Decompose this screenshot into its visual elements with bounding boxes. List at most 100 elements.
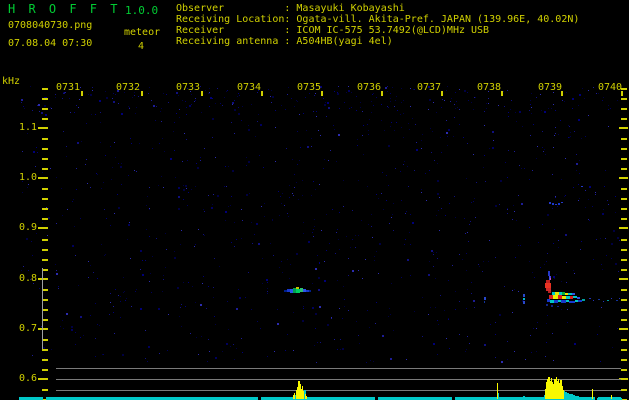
noise-dot [334,91,335,92]
noise-dot [315,93,316,94]
noise-dot [126,298,127,299]
noise-dot [475,97,476,98]
noise-dot [555,133,556,134]
x-axis-label: 0731 [55,82,81,93]
noise-dot [428,109,429,110]
noise-dot [226,343,228,345]
noise-dot [147,361,148,362]
noise-dot [406,359,407,360]
noise-dot [339,249,340,250]
noise-dot [187,205,188,206]
noise-dot [490,324,491,325]
y-axis-major-tick [38,278,48,280]
noise-dot [313,236,314,237]
y-axis-minor-tick-right [621,269,627,271]
y-axis-label: 0.9 [18,222,37,233]
x-axis-label: 0738 [476,82,502,93]
noise-dot [495,205,497,207]
noise-dot [182,100,183,101]
noise-dot [275,110,276,111]
noise-dot [242,220,243,221]
noise-dot [542,224,543,225]
echo-segment [611,298,612,299]
noise-dot [438,324,439,325]
echo-segment [561,202,563,203]
noise-dot [595,194,596,195]
y-axis-minor-tick [42,218,48,220]
noise-dot [467,92,468,93]
level-spike [552,382,553,399]
noise-dot [168,102,169,103]
noise-dot [547,315,548,316]
echo-segment [300,288,303,292]
noise-dot [374,260,375,261]
noise-dot [382,335,384,337]
noise-dot [271,90,272,91]
noise-dot [403,137,404,138]
noise-dot [389,223,390,224]
noise-dot [292,159,293,160]
noise-dot [514,151,515,152]
noise-dot [435,278,436,279]
noise-dot [63,131,64,132]
output-filename: 0708040730.png [8,20,93,31]
noise-dot [162,291,163,292]
noise-dot [540,94,541,95]
level-cyan-bar [571,394,573,400]
noise-dot [585,136,586,137]
noise-dot [436,252,437,253]
y-axis-minor-tick-right [621,148,627,150]
noise-dot [270,96,271,97]
y-axis-unit: kHz [2,76,21,87]
noise-dot [110,293,111,294]
noise-dot [560,120,561,121]
y-axis-minor-tick-right [621,138,627,140]
noise-dot [273,255,274,256]
noise-dot [121,113,123,115]
noise-dot [191,94,192,95]
noise-dot [246,157,247,158]
noise-dot [228,166,229,167]
noise-dot [251,309,252,310]
noise-dot [350,247,351,248]
noise-dot [554,278,555,279]
noise-dot [381,104,382,105]
noise-dot [553,243,554,244]
noise-dot [403,164,404,165]
noise-dot [312,232,313,233]
noise-dot [100,112,101,113]
noise-dot [296,253,298,255]
noise-dot [428,86,430,88]
noise-dot [589,220,590,221]
noise-dot [400,171,401,172]
noise-dot [180,244,181,245]
noise-dot [567,322,568,323]
noise-dot [303,306,304,307]
noise-dot [266,279,268,281]
echo-segment [287,289,290,292]
noise-dot [508,112,509,113]
noise-dot [113,312,114,313]
level-cyan-bar [563,391,565,400]
y-axis-minor-tick [42,158,48,160]
noise-dot [50,107,51,108]
noise-dot [136,289,137,290]
noise-dot [300,147,301,148]
noise-dot [566,262,567,263]
noise-dot [306,130,307,131]
noise-dot [80,337,81,338]
echo-segment [547,299,550,302]
noise-dot [285,350,286,351]
noise-dot [148,93,149,94]
noise-dot [227,90,228,91]
noise-dot [466,178,467,179]
noise-dot [308,241,310,243]
x-axis-label: 0733 [175,82,201,93]
noise-dot [329,243,330,244]
noise-dot [588,90,589,91]
noise-dot [348,275,349,276]
noise-dot [579,160,580,161]
noise-dot [366,362,367,363]
noise-dot [507,90,508,91]
noise-dot [504,286,505,287]
